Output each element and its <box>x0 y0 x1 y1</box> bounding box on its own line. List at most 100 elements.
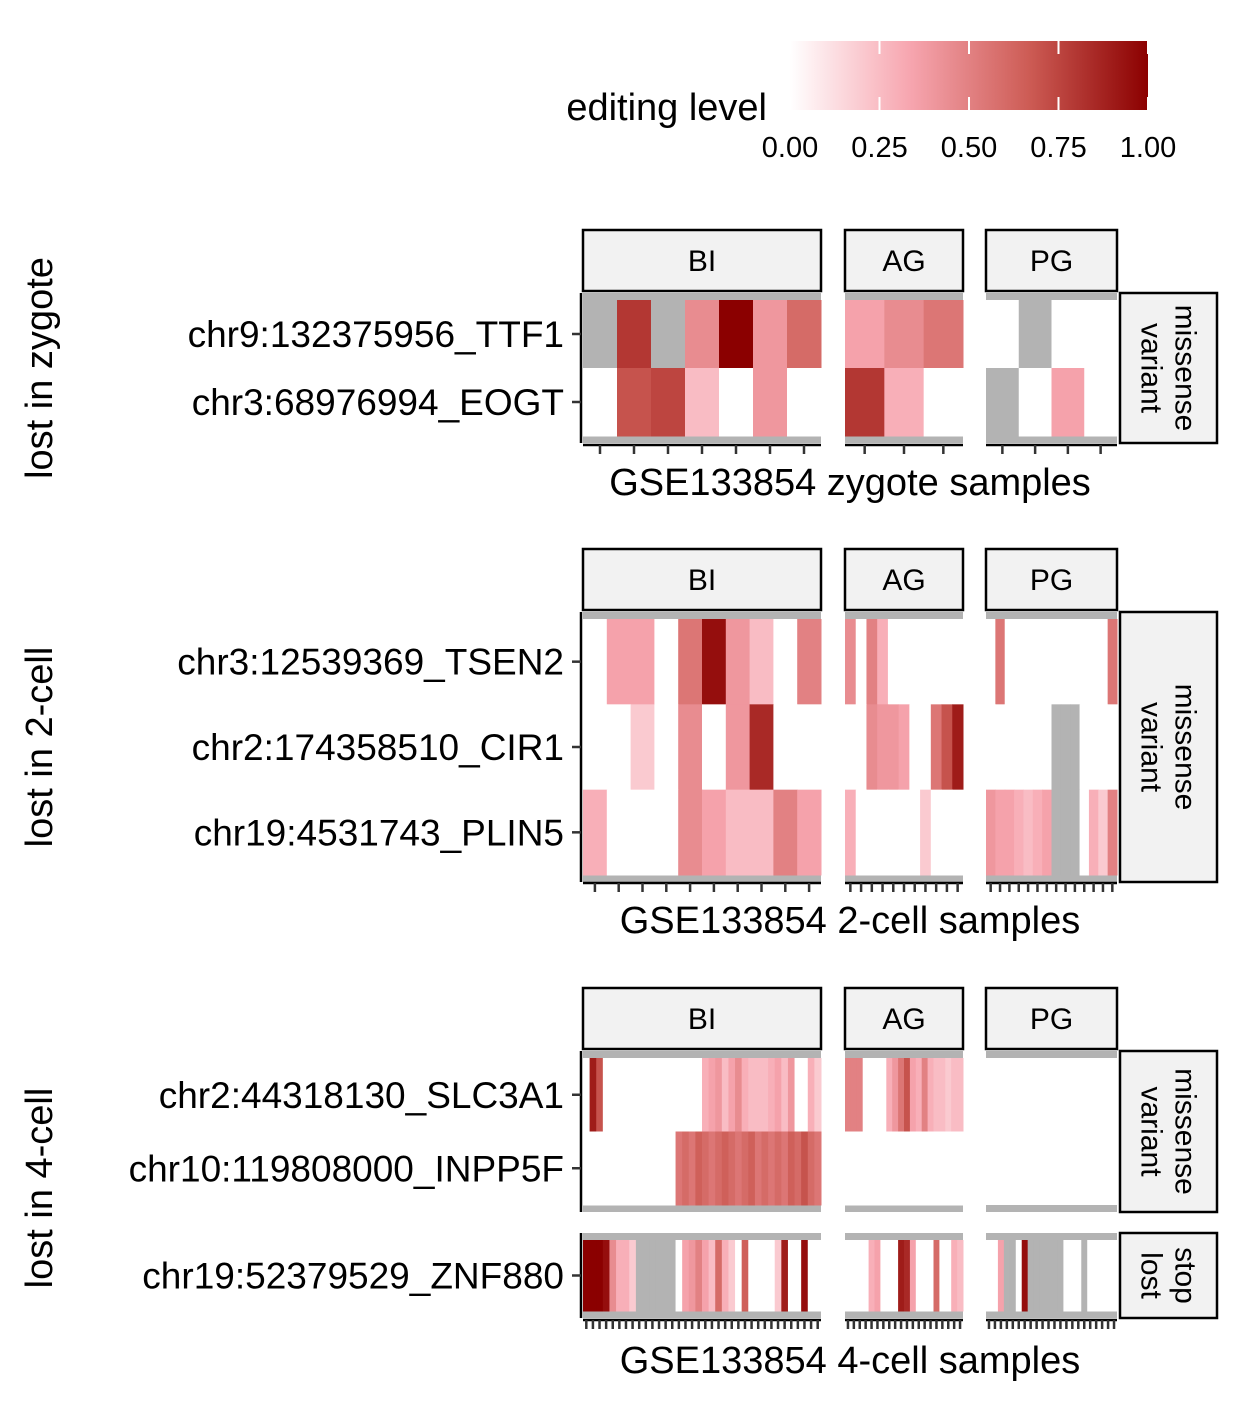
heatmap-cell <box>801 1131 809 1206</box>
heatmap-cell <box>884 300 925 369</box>
heatmap-cell <box>606 789 632 876</box>
heatmap-cell <box>868 1131 875 1206</box>
heatmap-cell <box>1081 1240 1088 1312</box>
heatmap-cell <box>1051 300 1085 369</box>
heatmap-cell <box>1014 704 1024 791</box>
heatmap-cell <box>695 1240 703 1312</box>
heatmap-cell <box>702 1131 710 1206</box>
facet-strip <box>581 547 823 612</box>
heatmap-cell <box>583 368 618 437</box>
heatmap-cell <box>920 619 932 705</box>
heatmap-cell <box>939 1131 946 1206</box>
legend-tick-label: 0.50 <box>941 132 997 164</box>
heatmap-cell <box>662 1240 670 1312</box>
heatmap-cell <box>898 619 910 705</box>
heatmap-cell <box>797 704 822 791</box>
heatmap-cell <box>596 1240 604 1312</box>
heatmap-cell <box>1051 789 1062 876</box>
heatmap-cell <box>768 1240 776 1312</box>
heatmap-cell <box>1003 1240 1011 1312</box>
heatmap-cell <box>715 1058 723 1132</box>
heatmap-cell <box>868 1240 875 1312</box>
heatmap-cell <box>862 1131 870 1206</box>
heatmap-cell <box>930 789 943 876</box>
heatmap-cell <box>933 1240 940 1312</box>
heatmap-cell <box>654 619 679 705</box>
heatmap-cell <box>886 1131 893 1206</box>
heatmap-cell <box>629 1058 637 1132</box>
heatmap-cell <box>655 1131 663 1206</box>
heatmap-cell <box>748 1058 756 1132</box>
heatmap-cell <box>880 1058 887 1132</box>
heatmap-cell <box>880 1131 887 1206</box>
heatmap-cell <box>927 1058 934 1132</box>
heatmap-cell <box>606 619 632 705</box>
row-facet-label: missensevariant <box>1135 305 1202 432</box>
heatmap-cell <box>682 1131 690 1206</box>
heatmap-cell <box>1070 789 1081 876</box>
heatmap-cell <box>685 300 720 369</box>
heatmap-cell <box>1045 1240 1052 1312</box>
heatmap-cell <box>807 1131 815 1206</box>
heatmap-cell <box>735 1131 743 1206</box>
heatmap-cell <box>649 1131 657 1206</box>
heatmap-cell <box>1107 704 1118 791</box>
heatmap-cell <box>1023 704 1034 791</box>
heatmap-cell <box>1088 789 1099 876</box>
heatmap-cell <box>1042 619 1052 705</box>
heatmap-cell <box>1014 789 1024 876</box>
heatmap-cell <box>642 1131 650 1206</box>
heatmap-cell <box>651 368 686 437</box>
heatmap-cell <box>1107 619 1118 705</box>
heatmap-cell <box>688 1240 696 1312</box>
heatmap-cell <box>886 1240 893 1312</box>
heatmap-cell <box>1042 789 1052 876</box>
facet-strip <box>581 986 823 1051</box>
heatmap-cell <box>735 1058 743 1132</box>
heatmap-cell <box>583 1131 591 1206</box>
heatmap-cell <box>725 789 751 876</box>
panel-y-title: lost in zygote <box>19 257 61 479</box>
heatmap-cell <box>1033 1240 1041 1312</box>
heatmap-cell <box>630 619 655 705</box>
heatmap-cell <box>909 619 921 705</box>
heatmap-cell <box>1098 619 1109 705</box>
heatmap-cell <box>915 1058 923 1132</box>
heatmap-cell <box>850 1240 858 1312</box>
heatmap-cell <box>635 1058 643 1132</box>
heatmap-cell <box>951 1131 958 1206</box>
row-label: chr3:68976994_EOGT <box>192 382 564 423</box>
facet-strip-label: AG <box>882 1003 925 1036</box>
heatmap-cell <box>728 1058 736 1132</box>
heatmap-cell <box>921 1058 929 1132</box>
legend-tick-label: 0.00 <box>762 132 818 164</box>
heatmap-cell <box>668 1058 677 1132</box>
heatmap-cell <box>1021 1240 1029 1312</box>
heatmap-cell <box>616 1240 624 1312</box>
heatmap-cell <box>678 789 703 876</box>
heatmap-cell <box>1004 789 1015 876</box>
facet-cell-block <box>583 1233 822 1318</box>
heatmap-cell <box>814 1058 822 1132</box>
heatmap-cell <box>892 1131 899 1206</box>
heatmap-cell <box>635 1240 643 1312</box>
facet-cell-block <box>986 293 1118 443</box>
heatmap-cell <box>952 619 964 705</box>
facet-cell-block <box>845 293 964 443</box>
heatmap-cell <box>774 1240 782 1312</box>
heatmap-cell <box>685 368 720 437</box>
heatmap-cell <box>945 1058 952 1132</box>
heatmap-cell <box>941 789 953 876</box>
heatmap-cell <box>774 1058 782 1132</box>
heatmap-cell <box>721 1131 729 1206</box>
heatmap-cell <box>904 1240 911 1312</box>
heatmap-cell <box>1099 1240 1106 1312</box>
heatmap-panels: BI AG PG lost in zygote GSE133854 zygote sam… <box>19 228 1219 1382</box>
row-label: chr3:12539369_TSEN2 <box>177 642 564 683</box>
heatmap-cell <box>1009 1240 1017 1312</box>
heatmap-cell <box>807 1240 815 1312</box>
heatmap-cell <box>583 619 608 705</box>
panel: BI AG PG lost in 4-cell GSE133854 4-cell sam… <box>19 986 1219 1382</box>
heatmap-cell <box>654 704 679 791</box>
heatmap-cell <box>1093 1240 1100 1312</box>
